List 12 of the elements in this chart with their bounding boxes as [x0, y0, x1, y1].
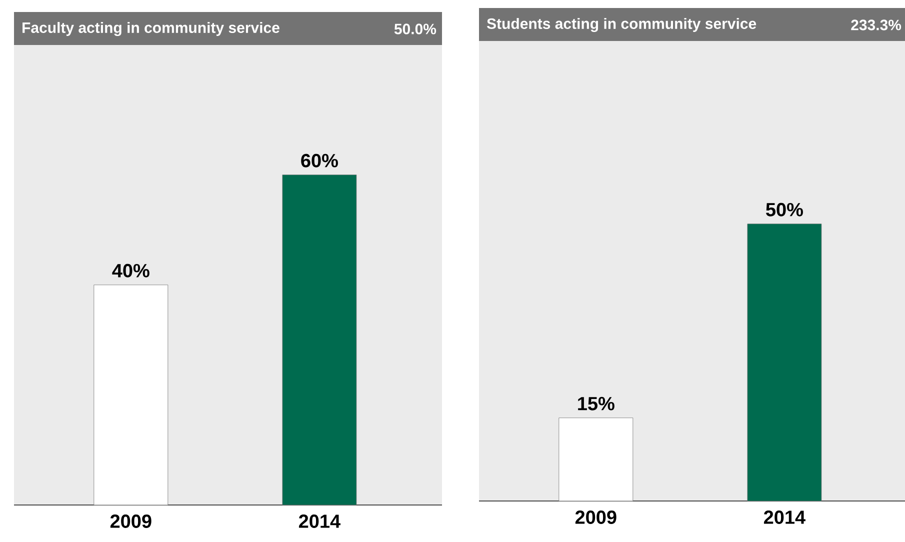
chart-title: Students acting in community service: [486, 18, 756, 32]
chart-title: Faculty acting in community service: [22, 22, 280, 36]
text: 233.3%: [851, 20, 902, 30]
data-label: 40%: [112, 264, 150, 278]
text: 50.0%: [394, 24, 436, 34]
x-tick-label: 2009: [110, 514, 152, 528]
data-label: 60%: [301, 154, 338, 168]
x-tick-label: 2014: [764, 510, 806, 524]
x-tick-label: 2009: [575, 510, 616, 524]
data-label: 15%: [578, 396, 614, 410]
x-tick-label: 2014: [298, 514, 340, 528]
data-label: 50%: [766, 202, 803, 216]
